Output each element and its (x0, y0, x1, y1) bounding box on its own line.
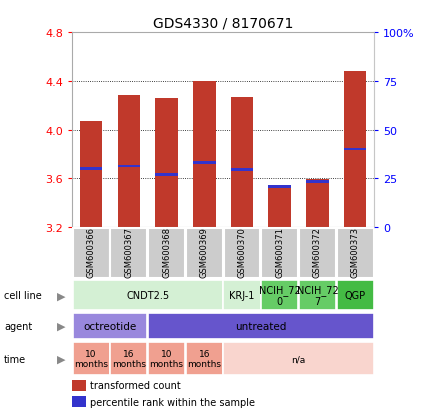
Bar (224, 280, 261, 311)
Bar (299, 280, 336, 311)
Bar (306, 180, 329, 183)
Text: QGP: QGP (345, 290, 366, 301)
Bar (261, 228, 298, 279)
Text: ▶: ▶ (57, 354, 66, 363)
Text: 16
months: 16 months (112, 349, 146, 368)
Text: untreated: untreated (235, 321, 286, 331)
Text: cell line: cell line (4, 290, 42, 301)
Bar (148, 342, 185, 375)
Bar (224, 342, 374, 375)
Text: GSM600373: GSM600373 (351, 227, 360, 278)
Text: percentile rank within the sample: percentile rank within the sample (91, 397, 255, 407)
Text: 10
months: 10 months (150, 349, 184, 368)
Text: ▶: ▶ (57, 290, 66, 301)
Text: 10
months: 10 months (74, 349, 108, 368)
Bar (299, 228, 336, 279)
Text: NCIH_72
7: NCIH_72 7 (297, 284, 338, 307)
Bar (344, 72, 366, 228)
Text: octreotide: octreotide (83, 321, 136, 331)
Text: n/a: n/a (292, 354, 306, 363)
Bar (306, 180, 329, 228)
Bar (337, 280, 374, 311)
Bar (269, 185, 291, 188)
Bar (110, 342, 147, 375)
Text: time: time (4, 354, 26, 363)
Bar (186, 228, 223, 279)
Bar (344, 148, 366, 151)
Bar (73, 228, 110, 279)
Text: GSM600367: GSM600367 (125, 227, 133, 278)
Bar (73, 313, 147, 339)
Text: GSM600372: GSM600372 (313, 227, 322, 278)
Text: transformed count: transformed count (91, 380, 181, 391)
Bar (80, 122, 102, 228)
Bar (148, 228, 185, 279)
Text: GSM600366: GSM600366 (87, 227, 96, 278)
Bar (231, 169, 253, 172)
Bar (73, 280, 223, 311)
Bar (148, 313, 374, 339)
Text: NCIH_72
0: NCIH_72 0 (259, 284, 300, 307)
Bar (231, 97, 253, 228)
Text: 16
months: 16 months (187, 349, 221, 368)
Bar (117, 165, 140, 168)
Bar (261, 280, 298, 311)
Text: GSM600371: GSM600371 (275, 227, 284, 278)
Bar (193, 162, 215, 164)
Text: GSM600368: GSM600368 (162, 227, 171, 278)
Text: GSM600369: GSM600369 (200, 227, 209, 278)
Bar (155, 99, 178, 228)
Bar (110, 228, 147, 279)
Bar (193, 82, 215, 228)
Bar (186, 342, 223, 375)
Text: agent: agent (4, 321, 32, 331)
Bar (155, 174, 178, 176)
Text: ▶: ▶ (57, 321, 66, 331)
Text: CNDT2.5: CNDT2.5 (126, 290, 169, 301)
Bar (224, 228, 261, 279)
Title: GDS4330 / 8170671: GDS4330 / 8170671 (153, 17, 293, 31)
Bar (80, 168, 102, 171)
Bar (337, 228, 374, 279)
Text: GSM600370: GSM600370 (238, 227, 246, 278)
Text: KRJ-1: KRJ-1 (230, 290, 255, 301)
Bar (117, 96, 140, 228)
Bar (72, 380, 86, 391)
Bar (73, 342, 110, 375)
Bar (72, 396, 86, 407)
Bar (269, 186, 291, 228)
